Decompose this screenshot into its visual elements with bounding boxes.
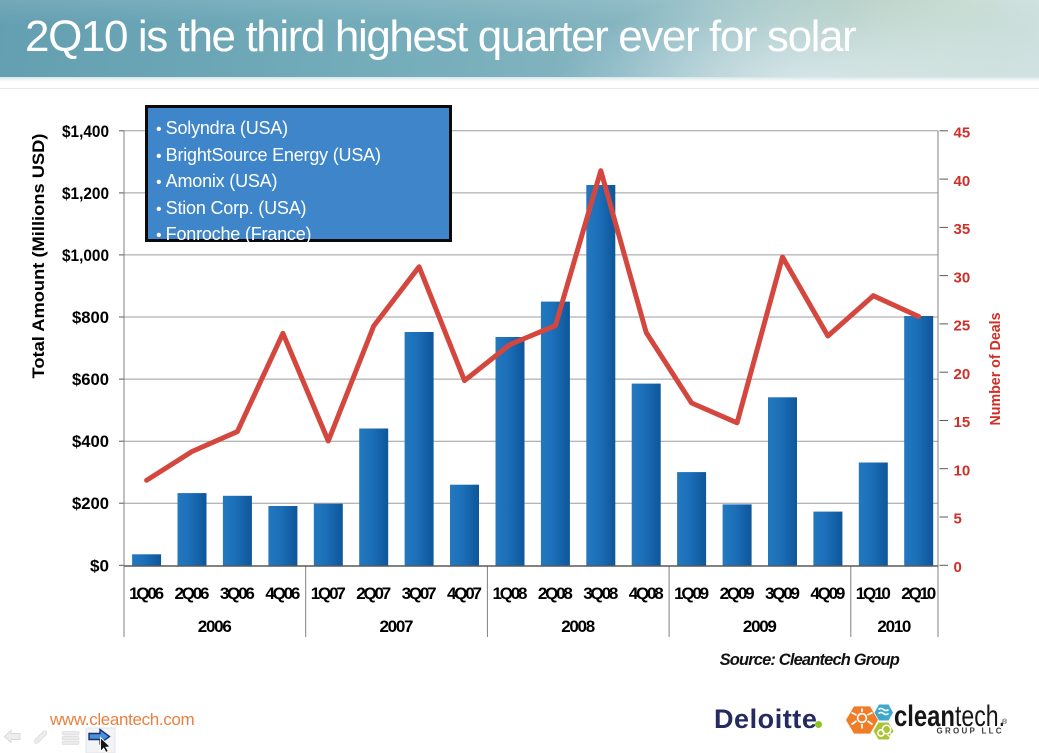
svg-text:2Q07: 2Q07 bbox=[356, 584, 391, 603]
svg-text:1Q09: 1Q09 bbox=[674, 584, 709, 603]
svg-text:40: 40 bbox=[954, 173, 971, 190]
svg-text:10: 10 bbox=[954, 462, 971, 479]
svg-text:30: 30 bbox=[954, 269, 971, 286]
svg-text:2009: 2009 bbox=[743, 617, 777, 636]
svg-text:$0: $0 bbox=[90, 557, 109, 575]
svg-text:2008: 2008 bbox=[561, 617, 595, 636]
svg-text:1Q06: 1Q06 bbox=[129, 584, 164, 603]
svg-text:Number of Deals: Number of Deals bbox=[987, 313, 1004, 426]
svg-text:GROUP LLC: GROUP LLC bbox=[937, 727, 1002, 736]
svg-text:20: 20 bbox=[954, 366, 971, 383]
svg-text:45: 45 bbox=[954, 125, 971, 142]
svg-text:25: 25 bbox=[954, 318, 971, 335]
svg-text:2Q06: 2Q06 bbox=[175, 584, 210, 603]
svg-text:3Q06: 3Q06 bbox=[220, 584, 255, 603]
svg-text:4Q08: 4Q08 bbox=[629, 584, 664, 603]
svg-text:3Q09: 3Q09 bbox=[765, 584, 800, 603]
svg-text:$200: $200 bbox=[72, 495, 109, 513]
svg-text:4Q07: 4Q07 bbox=[447, 584, 482, 603]
svg-text:3Q08: 3Q08 bbox=[583, 584, 618, 603]
svg-text:tech.: tech. bbox=[955, 700, 1005, 733]
svg-text:1Q08: 1Q08 bbox=[493, 584, 528, 603]
svg-text:1Q07: 1Q07 bbox=[311, 584, 346, 603]
svg-text:35: 35 bbox=[954, 221, 971, 238]
svg-text:2Q10: 2Q10 bbox=[901, 584, 936, 603]
svg-text:0: 0 bbox=[954, 559, 962, 576]
svg-text:2Q08: 2Q08 bbox=[538, 584, 573, 603]
svg-text:2006: 2006 bbox=[198, 617, 232, 636]
svg-text:5: 5 bbox=[954, 511, 962, 528]
svg-text:2010: 2010 bbox=[877, 617, 911, 636]
svg-text:®: ® bbox=[1002, 718, 1008, 726]
svg-text:$1,400: $1,400 bbox=[62, 123, 109, 141]
svg-text:$1,000: $1,000 bbox=[62, 247, 109, 265]
svg-text:$400: $400 bbox=[72, 433, 109, 451]
svg-text:3Q07: 3Q07 bbox=[402, 584, 437, 603]
svg-text:15: 15 bbox=[954, 414, 971, 431]
svg-text:4Q09: 4Q09 bbox=[810, 584, 845, 603]
svg-text:Total Amount (Millions USD): Total Amount (Millions USD) bbox=[29, 134, 48, 379]
svg-text:clean: clean bbox=[894, 700, 955, 733]
svg-text:$1,200: $1,200 bbox=[62, 185, 109, 203]
svg-text:4Q06: 4Q06 bbox=[265, 584, 300, 603]
svg-text:$800: $800 bbox=[72, 309, 109, 327]
svg-text:2Q09: 2Q09 bbox=[720, 584, 755, 603]
svg-text:2007: 2007 bbox=[380, 617, 414, 636]
svg-text:1Q10: 1Q10 bbox=[856, 584, 891, 603]
svg-text:$600: $600 bbox=[72, 371, 109, 389]
